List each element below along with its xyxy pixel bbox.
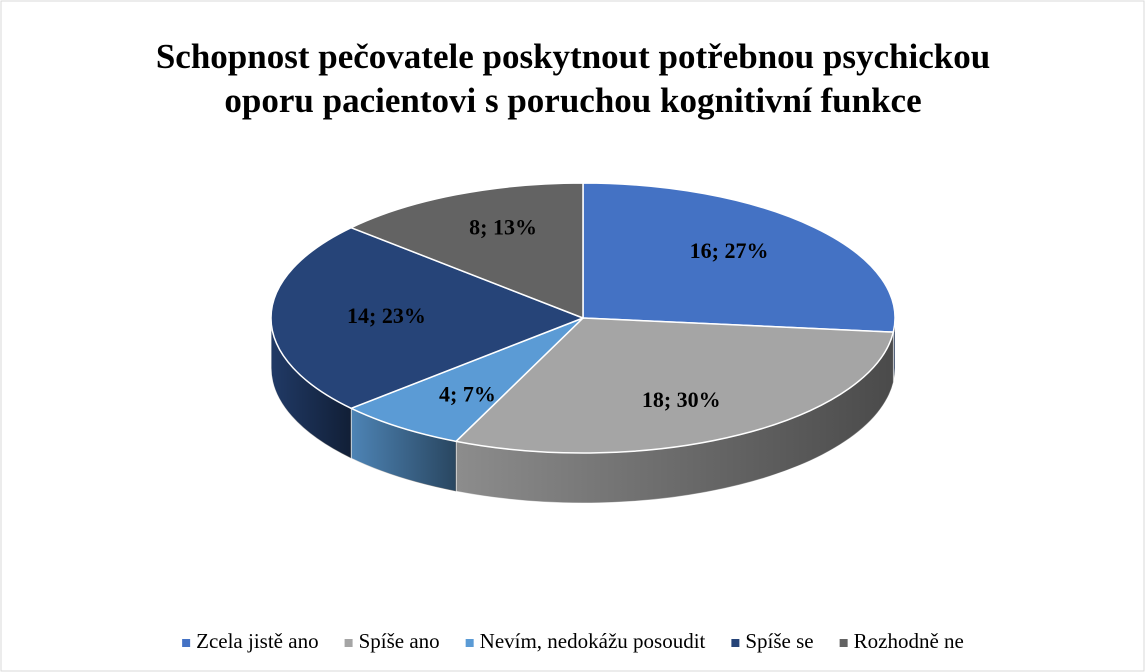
legend-label: Zcela jistě ano xyxy=(196,629,318,653)
data-label: 14; 23% xyxy=(347,303,426,328)
legend-swatch xyxy=(182,639,191,647)
data-label: 8; 13% xyxy=(469,214,537,239)
legend-label: Spíše se xyxy=(745,629,813,653)
legend-swatch xyxy=(465,639,474,647)
slice xyxy=(270,226,586,410)
chart-title: Schopnost pečovatele poskytnout potřebno… xyxy=(156,37,990,76)
slice-side-shade xyxy=(456,332,894,504)
slice-side-shade xyxy=(351,408,457,492)
data-label: 16; 27% xyxy=(690,238,769,263)
legend-swatch xyxy=(839,639,848,647)
legend-item: Rozhodně ne xyxy=(839,629,964,653)
chart-title: oporu pacientovi s poruchou kognitivní f… xyxy=(224,81,921,120)
legend-item: Nevím, nedokážu posoudit xyxy=(465,629,706,653)
legend-label: Nevím, nedokážu posoudit xyxy=(480,629,706,653)
legend-item: Zcela jistě ano xyxy=(182,629,319,653)
legend-swatch xyxy=(731,639,740,647)
slice-side-shade xyxy=(271,318,352,459)
slice xyxy=(582,182,896,333)
data-label: 18; 30% xyxy=(642,387,721,412)
legend-item: Spíše se xyxy=(731,629,814,653)
legend-swatch xyxy=(344,639,353,647)
legend: Zcela jistě ano Spíše ano Nevím, nedokážu … xyxy=(182,629,964,653)
legend-item: Spíše ano xyxy=(344,629,440,653)
slice xyxy=(349,182,584,320)
slice xyxy=(349,317,584,443)
legend-label: Spíše ano xyxy=(359,629,440,653)
slice xyxy=(454,317,895,454)
pie: 16; 27% 18; 30% 4; 7% 14; 23% 8; 13% xyxy=(270,182,896,504)
legend-label: Rozhodně ne xyxy=(854,629,964,653)
data-label: 4; 7% xyxy=(439,382,496,407)
